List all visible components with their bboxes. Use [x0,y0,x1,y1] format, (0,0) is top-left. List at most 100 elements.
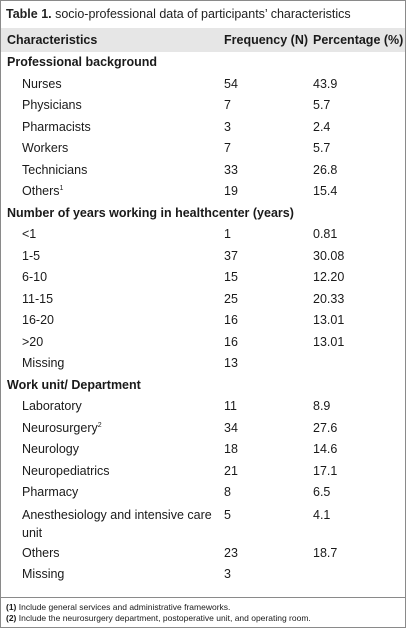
table-row: Neuropediatrics 21 17.1 [1,461,405,483]
section-header: Number of years working in healthcenter … [1,203,405,225]
row-label: >20 [22,334,44,349]
frequency-cell: 34 [224,420,238,435]
table-row: 11-15 25 20.33 [1,289,405,311]
table-row: Missing 13 [1,353,405,375]
frequency-cell: 21 [224,463,238,478]
table-row: Pharmacists 3 2.4 [1,117,405,139]
frequency-cell: 33 [224,162,238,177]
caption-text: socio-professional data of participants’… [51,7,351,21]
table-row: Pharmacy 8 6.5 [1,482,405,504]
section-title: Professional background [7,55,158,69]
table-row: Technicians 33 26.8 [1,160,405,182]
row-label-cell: <1 [22,224,212,246]
frequency-cell: 13 [224,356,238,370]
percentage-cell: 20.33 [313,291,345,306]
table-row: Workers 7 5.7 [1,138,405,160]
caption-label: Table 1. [6,7,52,21]
percentage-cell: 13.01 [313,313,345,327]
row-label-cell: Neurology [22,439,212,461]
frequency-cell: 8 [224,485,231,499]
table-row: Neurosurgery2 34 27.6 [1,418,405,440]
frequency-cell: 11 [224,399,237,413]
percentage-cell: 43.9 [313,76,338,91]
row-label: Workers [22,141,69,155]
row-label: Anesthesiology and intensive care unit [22,507,212,540]
percentage-cell: 15.4 [313,184,338,198]
footnote-mark: (2) [6,613,17,623]
table-row: >20 16 13.01 [1,332,405,354]
row-label-cell: Others1 [22,181,212,203]
percentage-cell: 17.1 [313,463,338,478]
frequency-cell: 25 [224,291,238,306]
row-label: Missing [22,567,65,581]
section-header: Professional background [1,52,405,74]
row-label: Technicians [22,162,88,177]
table-body: Professional background Nurses 54 43.9 Physi… [1,52,405,586]
table-header: Characteristics Frequency (N) Percentage… [1,28,405,52]
row-label-cell: Pharmacists [22,117,212,139]
frequency-cell: 19 [224,184,238,198]
footnote-text: Include general services and administrat… [16,602,231,612]
percentage-cell: 5.7 [313,141,331,155]
row-label-cell: Physicians [22,95,212,117]
row-label: 16-20 [22,313,54,327]
row-label: Physicians [22,98,82,112]
frequency-cell: 3 [224,119,231,134]
row-label: Neurosurgery [22,420,98,435]
row-label-cell: Laboratory [22,396,212,418]
row-label: <1 [22,227,37,241]
percentage-cell: 5.7 [313,98,331,112]
frequency-cell: 1 [224,227,231,241]
table-caption: Table 1. socio-professional data of part… [1,1,405,28]
frequency-cell: 3 [224,567,231,581]
percentage-cell: 12.20 [313,270,345,284]
row-label: Neurology [22,442,79,456]
row-label-cell: Missing [22,564,212,586]
frequency-cell: 5 [224,507,231,522]
percentage-cell: 0.81 [313,227,338,241]
percentage-cell: 30.08 [313,248,345,263]
percentage-cell: 8.9 [313,399,331,413]
table-row: Others 23 18.7 [1,543,405,565]
frequency-cell: 7 [224,141,231,155]
frequency-cell: 15 [224,270,238,284]
row-label: 6-10 [22,270,48,284]
row-label: Missing [22,356,65,370]
frequency-cell: 54 [224,76,238,91]
table-row: Physicians 7 5.7 [1,95,405,117]
row-label: Neuropediatrics [22,463,110,478]
row-label-cell: Technicians [22,160,212,182]
frequency-cell: 23 [224,545,238,560]
row-label-cell: >20 [22,332,212,354]
row-label-cell: Missing [22,353,212,375]
row-label-cell: 11-15 [22,289,212,311]
row-label: Pharmacy [22,485,79,499]
table-row: Nurses 54 43.9 [1,74,405,96]
frequency-cell: 16 [224,313,238,327]
percentage-cell: 4.1 [313,507,331,522]
table-row: 6-10 15 12.20 [1,267,405,289]
row-label-cell: Pharmacy [22,482,212,504]
header-characteristics: Characteristics [7,33,98,47]
row-label-cell: Anesthesiology and intensive care unit [22,506,212,542]
row-label-cell: Neuropediatrics [22,461,212,483]
footnote-text: Include the neurosurgery department, pos… [16,613,311,623]
row-label: Nurses [22,76,62,91]
frequency-cell: 16 [224,334,238,349]
table-row: <1 1 0.81 [1,224,405,246]
table-row: Neurology 18 14.6 [1,439,405,461]
percentage-cell: 13.01 [313,334,345,349]
row-label: Others [22,545,60,560]
row-label-cell: 6-10 [22,267,212,289]
footnote-mark: (1) [6,602,17,612]
frequency-cell: 18 [224,442,238,456]
percentage-cell: 2.4 [313,119,331,134]
frequency-cell: 7 [224,98,231,112]
percentage-cell: 6.5 [313,485,331,499]
header-percentage: Percentage (%) [313,33,404,47]
percentage-cell: 18.7 [313,545,338,560]
percentage-cell: 26.8 [313,162,338,177]
footnote-marker: 2 [97,421,102,429]
row-label: 1-5 [22,248,41,263]
